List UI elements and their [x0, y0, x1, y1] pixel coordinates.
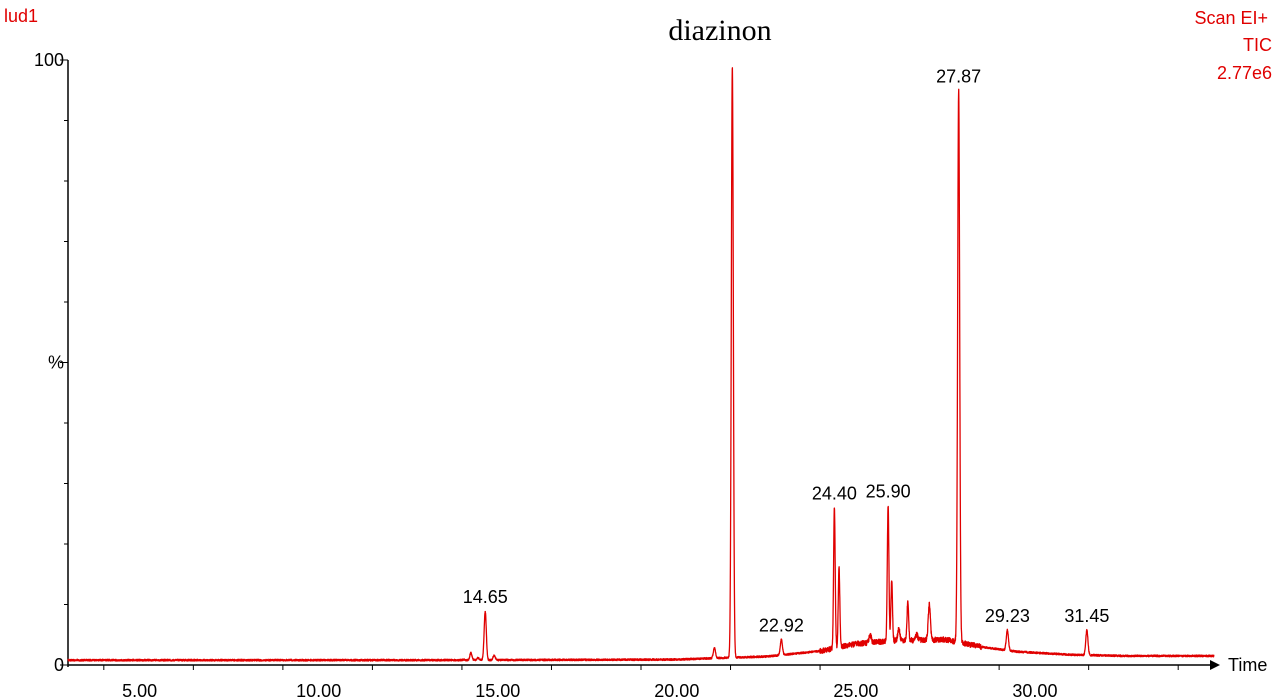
y-tick-label: 100	[34, 50, 64, 70]
x-axis-ticks	[103, 665, 1179, 670]
intensity-label: 2.77e6	[1217, 63, 1272, 83]
peak-label: 25.90	[866, 481, 911, 501]
tic-series-line	[67, 67, 1215, 662]
scan-mode-label: Scan EI+	[1194, 8, 1268, 28]
x-tick-label: 10.00	[296, 681, 341, 700]
peak-labels: 14.65 22.92 24.40 25.90 27.87 29.23 31.45	[463, 66, 1110, 635]
peak-label: 31.45	[1064, 606, 1109, 626]
x-axis-arrow-icon	[1210, 660, 1220, 670]
y-tick-label: %	[48, 353, 64, 373]
peak-label: 29.23	[985, 606, 1030, 626]
sample-label: lud1	[4, 6, 38, 26]
peak-label: 27.87	[936, 66, 981, 86]
peak-label: 14.65	[463, 587, 508, 607]
y-axis-tick-labels: 0% 100	[34, 50, 64, 675]
x-axis-tick-labels: 5.00 10.00 15.00 20.00 25.00 30.00	[122, 681, 1057, 700]
trace-label: TIC	[1243, 35, 1272, 55]
tic-trace	[67, 67, 1215, 662]
y-axis-ticks	[60, 59, 68, 666]
x-tick-label: 5.00	[122, 681, 157, 700]
x-tick-label: 30.00	[1012, 681, 1057, 700]
x-tick-label: 15.00	[475, 681, 520, 700]
x-tick-label: 20.00	[654, 681, 699, 700]
x-axis-label: Time	[1228, 655, 1267, 675]
peak-label: 22.92	[759, 616, 804, 636]
x-tick-label: 25.00	[833, 681, 878, 700]
chart-title: diazinon	[668, 14, 771, 47]
y-tick-label: 0	[54, 655, 64, 675]
peak-label: 24.40	[812, 484, 857, 504]
